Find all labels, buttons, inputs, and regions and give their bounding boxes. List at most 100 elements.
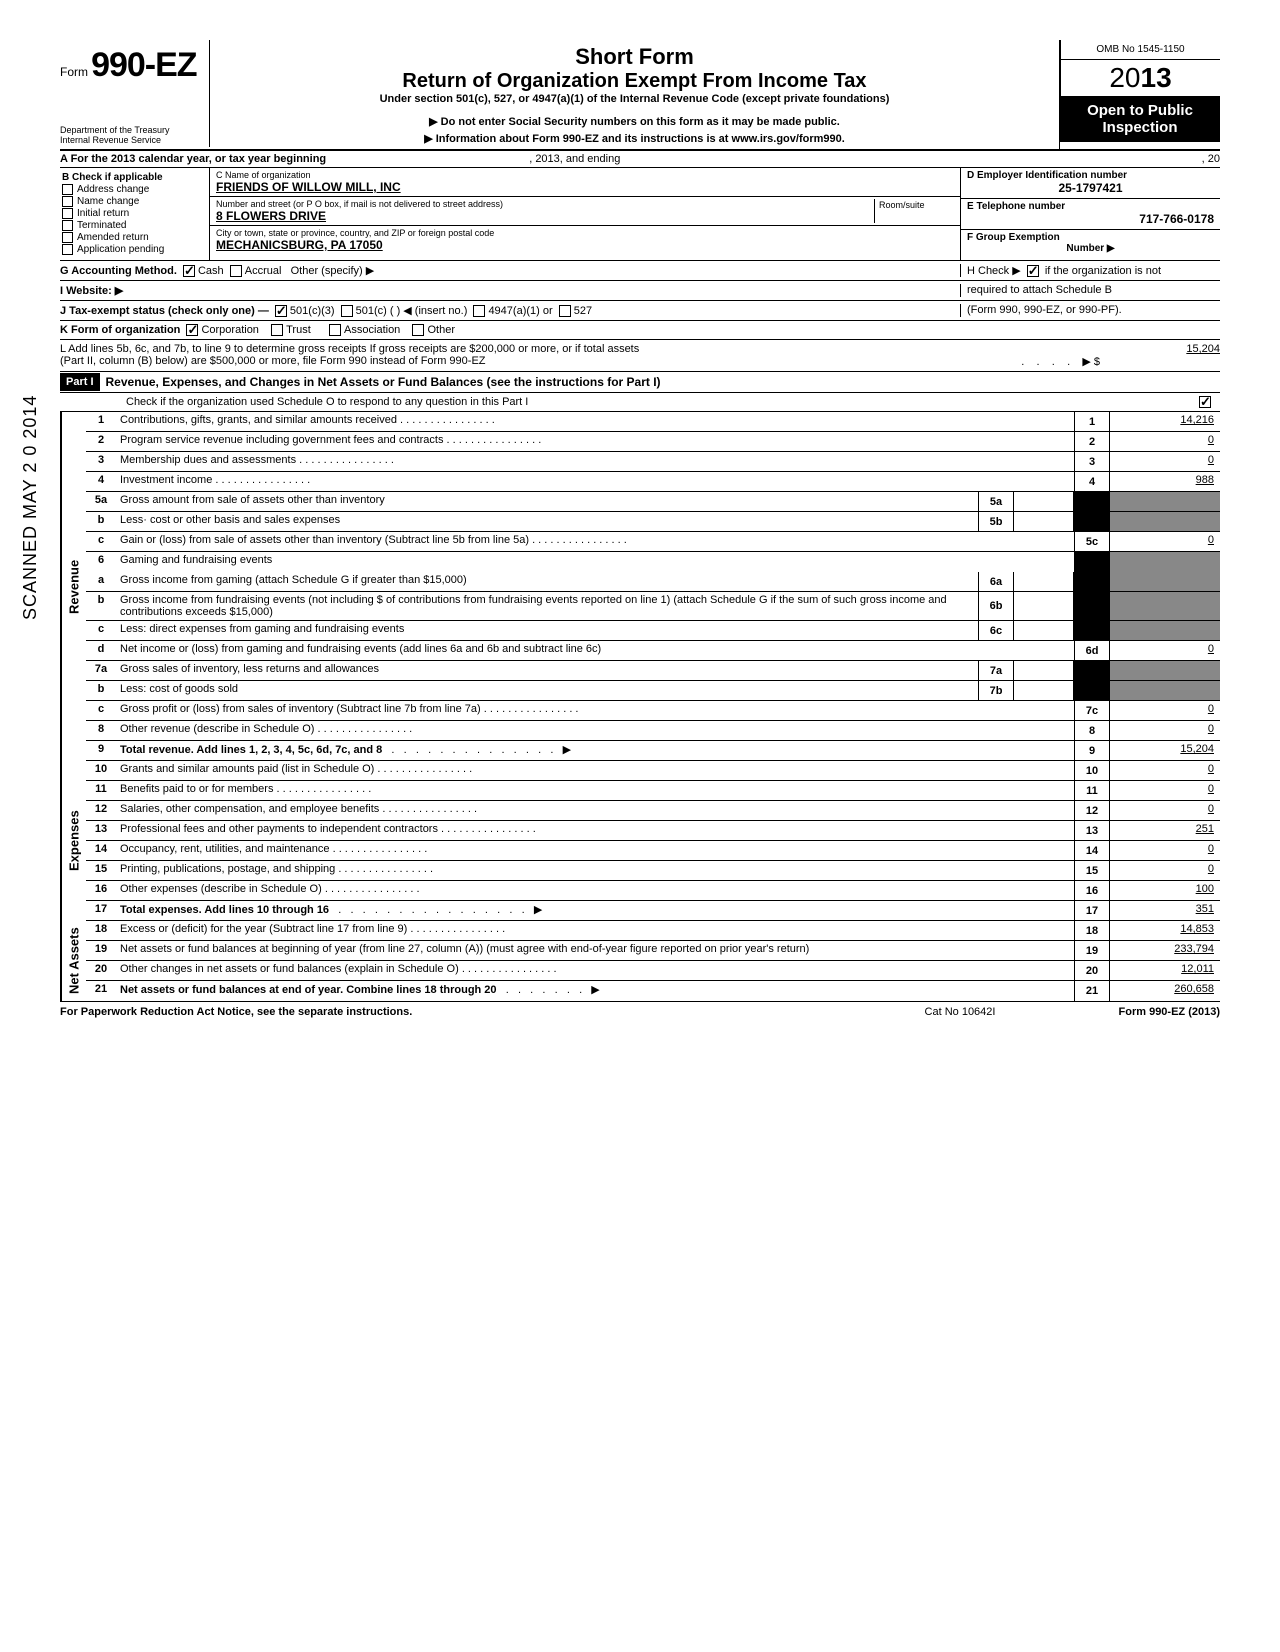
cb-trust[interactable] bbox=[271, 324, 283, 336]
l-line2: (Part II, column (B) below) are $500,000… bbox=[60, 355, 486, 367]
line-desc: Salaries, other compensation, and employ… bbox=[116, 801, 1074, 821]
b-header: B Check if applicable bbox=[62, 172, 207, 183]
line-a-mid: , 2013, and ending bbox=[529, 153, 620, 165]
line-desc: Gross sales of inventory, less returns a… bbox=[116, 661, 978, 681]
form-number-cell: Form 990-EZ Department of the Treasury I… bbox=[60, 40, 210, 147]
g-accrual: Accrual bbox=[245, 265, 282, 277]
cb-501c[interactable] bbox=[341, 305, 353, 317]
line-g: G Accounting Method. Cash Accrual Other … bbox=[60, 261, 1220, 281]
line-rno: 17 bbox=[1074, 901, 1110, 921]
line-rno: 20 bbox=[1074, 961, 1110, 981]
inner-val bbox=[1014, 572, 1074, 592]
line-no: 17 bbox=[86, 901, 116, 921]
line-desc: Less· cost or other basis and sales expe… bbox=[116, 512, 978, 532]
line-no: 2 bbox=[86, 432, 116, 452]
line-no: b bbox=[86, 592, 116, 621]
line-rno: 7c bbox=[1074, 701, 1110, 721]
cb-cash[interactable] bbox=[183, 265, 195, 277]
line-desc: Other changes in net assets or fund bala… bbox=[116, 961, 1074, 981]
line-no: 11 bbox=[86, 781, 116, 801]
line-no: 4 bbox=[86, 472, 116, 492]
cb-schedule-b[interactable] bbox=[1027, 265, 1039, 277]
year-prefix: 20 bbox=[1109, 62, 1140, 93]
title-return: Return of Organization Exempt From Incom… bbox=[218, 70, 1051, 93]
line-desc: Professional fees and other payments to … bbox=[116, 821, 1074, 841]
line-l: L Add lines 5b, 6c, and 7b, to line 9 to… bbox=[60, 340, 1220, 372]
main-table: Revenue 1Contributions, gifts, grants, a… bbox=[60, 412, 1220, 1002]
g-label: G Accounting Method. bbox=[60, 265, 177, 277]
org-street: 8 FLOWERS DRIVE bbox=[216, 209, 874, 223]
inner-val bbox=[1014, 681, 1074, 701]
line-no: 14 bbox=[86, 841, 116, 861]
line-desc: Excess or (deficit) for the year (Subtra… bbox=[116, 921, 1074, 941]
line-rno: 4 bbox=[1074, 472, 1110, 492]
l-line1: L Add lines 5b, 6c, and 7b, to line 9 to… bbox=[60, 343, 1100, 355]
open-public: Open to Public Inspection bbox=[1060, 96, 1220, 142]
line-desc-bold: Total revenue. Add lines 1, 2, 3, 4, 5c,… bbox=[120, 744, 382, 756]
line-rno: 16 bbox=[1074, 881, 1110, 901]
cb-pending[interactable]: Application pending bbox=[62, 244, 207, 255]
line-i: I Website: ▶ required to attach Schedule… bbox=[60, 281, 1220, 301]
part1-header-row: Part I Revenue, Expenses, and Changes in… bbox=[60, 372, 1220, 393]
cb-name-change[interactable]: Name change bbox=[62, 196, 207, 207]
cb-address-change[interactable]: Address change bbox=[62, 184, 207, 195]
cb-terminated[interactable]: Terminated bbox=[62, 220, 207, 231]
col-b: B Check if applicable Address change Nam… bbox=[60, 168, 210, 260]
line-no: 5a bbox=[86, 492, 116, 512]
inner-no: 6a bbox=[978, 572, 1014, 592]
cb-527[interactable] bbox=[559, 305, 571, 317]
line-rno: 3 bbox=[1074, 452, 1110, 472]
cb-initial-return[interactable]: Initial return bbox=[62, 208, 207, 219]
part1-label: Part I bbox=[60, 373, 100, 391]
c-city-label: City or town, state or province, country… bbox=[216, 228, 954, 238]
line-desc-bold: Net assets or fund balances at end of ye… bbox=[120, 984, 497, 996]
line-j: J Tax-exempt status (check only one) — 5… bbox=[60, 301, 1220, 321]
inner-val bbox=[1014, 621, 1074, 641]
cb-other-org[interactable] bbox=[412, 324, 424, 336]
cb-assoc[interactable] bbox=[329, 324, 341, 336]
line-val: 100 bbox=[1110, 881, 1220, 901]
d-label: D Employer Identification number bbox=[967, 170, 1214, 181]
cb-amended[interactable]: Amended return bbox=[62, 232, 207, 243]
line-no: 19 bbox=[86, 941, 116, 961]
c-room-label: Room/suite bbox=[879, 200, 925, 210]
line-desc: Other revenue (describe in Schedule O) bbox=[116, 721, 1074, 741]
line-no: 18 bbox=[86, 921, 116, 941]
line-rno: 11 bbox=[1074, 781, 1110, 801]
j-o4: 527 bbox=[574, 305, 592, 317]
cb-label: Address change bbox=[77, 184, 149, 195]
line-desc: Net income or (loss) from gaming and fun… bbox=[116, 641, 1074, 661]
line-no: 13 bbox=[86, 821, 116, 841]
k-o1: Corporation bbox=[201, 324, 258, 336]
cb-accrual[interactable] bbox=[230, 265, 242, 277]
cb-schedule-o[interactable] bbox=[1199, 396, 1211, 408]
line-rno: 14 bbox=[1074, 841, 1110, 861]
cb-501c3[interactable] bbox=[275, 305, 287, 317]
cb-4947[interactable] bbox=[473, 305, 485, 317]
line-desc: Net assets or fund balances at beginning… bbox=[116, 941, 1074, 961]
sidetab-revenue: Revenue bbox=[60, 412, 86, 761]
line-a: A For the 2013 calendar year, or tax yea… bbox=[60, 151, 1220, 168]
line-no: 12 bbox=[86, 801, 116, 821]
inner-val bbox=[1014, 512, 1074, 532]
line-val: 0 bbox=[1110, 721, 1220, 741]
cb-corp[interactable] bbox=[186, 324, 198, 336]
open-line1: Open to Public bbox=[1062, 102, 1218, 119]
line-rno: 13 bbox=[1074, 821, 1110, 841]
line-no: 21 bbox=[86, 981, 116, 1001]
line-desc-bold: Total expenses. Add lines 10 through 16 bbox=[120, 904, 329, 916]
line-no: 1 bbox=[86, 412, 116, 432]
phone-value: 717-766-0178 bbox=[967, 212, 1214, 226]
line-val: 0 bbox=[1110, 701, 1220, 721]
l-value: 15,204 bbox=[1100, 343, 1220, 368]
line-rno-shaded bbox=[1074, 681, 1110, 701]
line-val: 0 bbox=[1110, 432, 1220, 452]
line-desc: Gross income from gaming (attach Schedul… bbox=[116, 572, 978, 592]
line-no: 10 bbox=[86, 761, 116, 781]
part1-check-text: Check if the organization used Schedule … bbox=[120, 393, 1190, 411]
j-label: J Tax-exempt status (check only one) — bbox=[60, 305, 269, 317]
line-val-shaded bbox=[1110, 552, 1220, 572]
dept-irs: Internal Revenue Service bbox=[60, 135, 205, 145]
k-o2: Trust bbox=[286, 324, 311, 336]
cb-label: Initial return bbox=[77, 208, 129, 219]
